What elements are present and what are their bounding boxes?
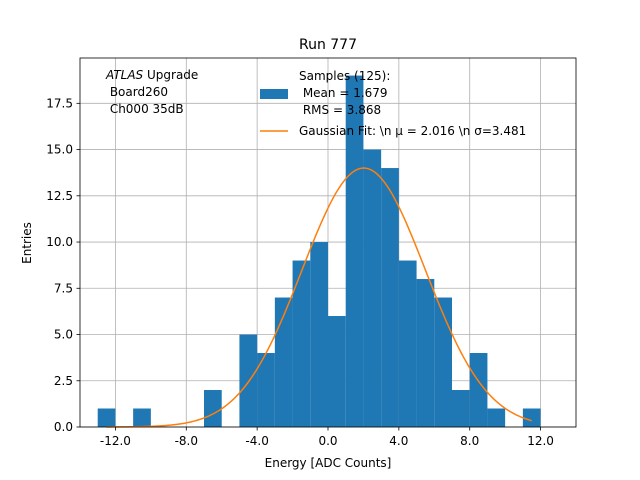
- y-tick-label: 5.0: [54, 328, 73, 342]
- x-tick-label: 4.0: [389, 434, 408, 448]
- gaussian-fit: [106, 167, 532, 428]
- histogram-bar: [310, 242, 328, 427]
- y-axis-label: Entries: [20, 222, 34, 264]
- legend-hist-line-2: Mean = 1.679: [299, 86, 388, 100]
- x-tick-label: 12.0: [527, 434, 554, 448]
- histogram-bar: [381, 168, 399, 428]
- histogram-bar: [452, 390, 470, 427]
- annotation-box: ATLAS Upgrade Board260 Ch000 35dB: [105, 68, 198, 116]
- annotation-line-2: Board260: [106, 85, 168, 99]
- legend-hist-line-1: Samples (125):: [299, 69, 390, 83]
- histogram-bar: [274, 297, 293, 427]
- histogram-bars: [97, 75, 541, 428]
- x-tick-label: -8.0: [175, 434, 198, 448]
- annotation-line-3: Ch000 35dB: [106, 102, 184, 116]
- y-tick-label: 2.5: [54, 374, 73, 388]
- x-axis-label: Energy [ADC Counts]: [265, 456, 392, 470]
- histogram-bar: [97, 408, 116, 427]
- histogram-bar: [292, 260, 311, 427]
- histogram-bar: [204, 390, 222, 427]
- gaussian-fit-curve: [106, 167, 532, 428]
- histogram-bar: [487, 408, 506, 427]
- y-tick-label: 15.0: [46, 143, 73, 157]
- histogram-bar: [434, 297, 452, 427]
- histogram-bar: [363, 149, 382, 427]
- x-tick-label: -12.0: [100, 434, 131, 448]
- histogram-bar: [257, 353, 275, 427]
- y-tick-label: 12.5: [46, 189, 73, 203]
- histogram-bar: [345, 75, 364, 428]
- histogram-bar: [328, 316, 346, 427]
- histogram-bar: [416, 279, 435, 427]
- y-tick-label: 7.5: [54, 281, 73, 295]
- legend: Samples (125): Mean = 1.679 RMS = 3.868 …: [260, 69, 526, 138]
- annotation-atlas: ATLAS: [105, 68, 144, 82]
- chart-title: Run 777: [299, 37, 357, 53]
- histogram-bar: [398, 260, 417, 427]
- annotation-upgrade: Upgrade: [143, 68, 198, 82]
- legend-fit-label: Gaussian Fit: \n μ = 2.016 \n σ=3.481: [299, 124, 526, 138]
- annotation-line-1: ATLAS Upgrade: [105, 68, 198, 82]
- y-tick-label: 10.0: [46, 235, 73, 249]
- x-tick-label: 8.0: [460, 434, 479, 448]
- histogram-bar: [133, 408, 151, 427]
- y-tick-label: 17.5: [46, 96, 73, 110]
- axis-ticks: -12.0 -8.0 -4.0 0.0 4.0 8.0 12.0 0.0 2.5 5.0 7.5 10…: [46, 96, 554, 448]
- legend-hist-swatch: [260, 89, 288, 99]
- x-tick-label: 0.0: [318, 434, 337, 448]
- histogram-bar: [522, 408, 541, 427]
- legend-hist-line-3: RMS = 3.868: [299, 103, 381, 117]
- histogram-bar: [239, 334, 258, 427]
- y-tick-label: 0.0: [54, 420, 73, 434]
- x-tick-label: -4.0: [245, 434, 268, 448]
- histogram-bar: [469, 353, 488, 427]
